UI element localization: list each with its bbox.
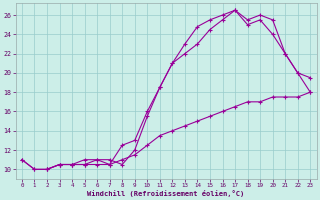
- X-axis label: Windchill (Refroidissement éolien,°C): Windchill (Refroidissement éolien,°C): [87, 190, 245, 197]
